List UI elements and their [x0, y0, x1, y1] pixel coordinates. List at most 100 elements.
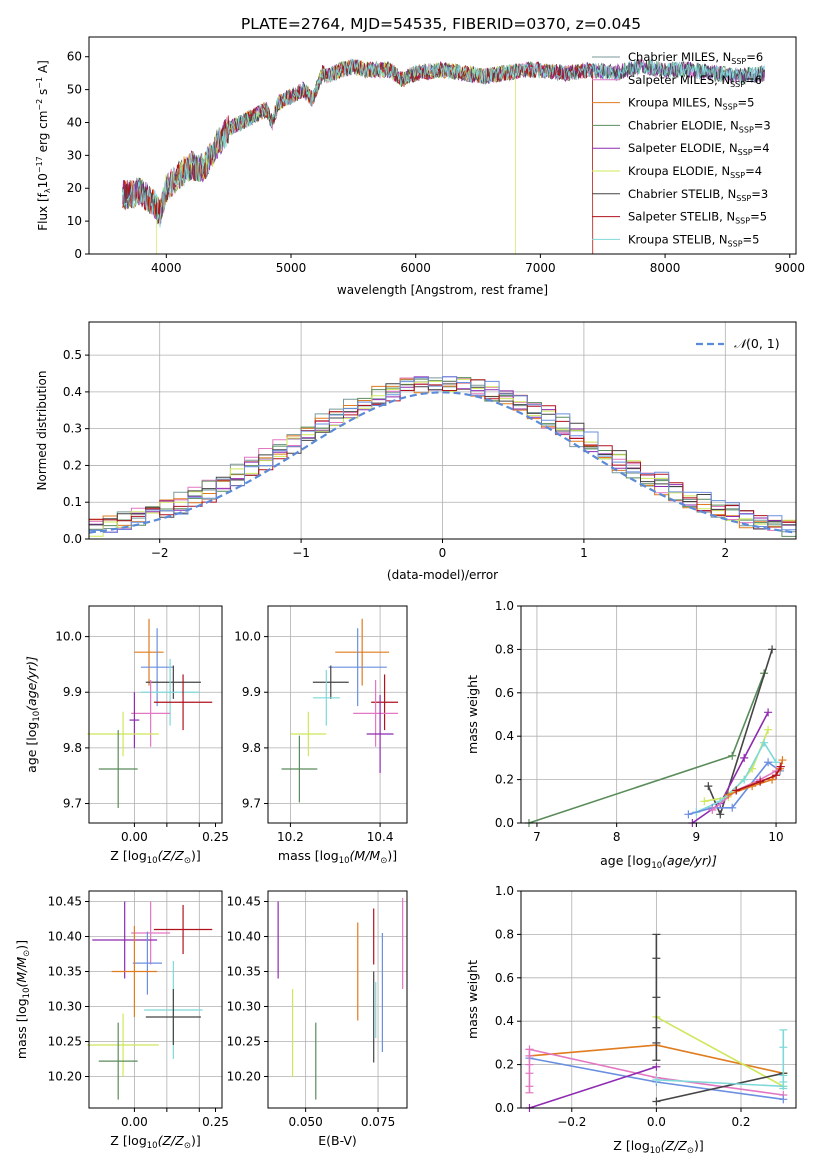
point-marker — [779, 1095, 788, 1104]
x-tick-label: 9 — [693, 830, 701, 844]
y-tick-label: 9.9 — [242, 685, 261, 699]
series-line — [691, 711, 769, 824]
x-axis-label: (data-model)/error — [387, 568, 498, 582]
y-tick-label: 0.4 — [495, 1014, 514, 1028]
point-marker — [724, 790, 733, 799]
x-axis-label: wavelength [Angstrom, rest frame] — [337, 283, 548, 297]
x-tick-label: 0.050 — [288, 1115, 322, 1129]
y-axis-label: mass weight — [465, 960, 480, 1039]
y-tick-label: 10.35 — [227, 965, 261, 979]
series-line — [735, 766, 782, 792]
series-line — [529, 1066, 657, 1109]
mass_vs_ebv-panel: 0.050 0.075 10.20 10.25 10.30 10.35 10.40 10.45… — [227, 890, 408, 1148]
y-axis-label: age [log10(age/yr)] — [24, 656, 42, 773]
y-axis-label: Flux [fλ10−17 erg cm−2 s−1 A] — [35, 60, 52, 231]
series-line — [656, 1079, 784, 1088]
point-marker — [764, 725, 773, 734]
x-tick-label: 2 — [721, 546, 729, 560]
legend-entry: 𝒩(0, 1) — [734, 336, 780, 351]
y-tick-label: 0.4 — [495, 729, 514, 743]
axes-frame — [88, 890, 223, 1109]
y-tick-label: 0.0 — [495, 1101, 514, 1115]
x-axis-label: mass [log10(M/M⊙)] — [278, 848, 397, 866]
y-tick-label: 0.3 — [63, 422, 82, 436]
point-marker — [740, 753, 749, 762]
point-marker — [764, 708, 773, 717]
x-axis-label: age [log10(age/yr)] — [600, 853, 717, 871]
x-tick-label: 4000 — [151, 261, 182, 275]
point-marker — [728, 751, 737, 760]
y-tick-label: 0.2 — [495, 773, 514, 787]
y-tick-label: 9.8 — [63, 741, 82, 755]
x-tick-label: 8 — [613, 830, 621, 844]
x-tick-label: 8000 — [650, 261, 681, 275]
plots-layer: 4000 5000 6000 7000 8000 90000102030405060wav… — [14, 36, 805, 1156]
axes-frame — [267, 890, 408, 1109]
y-axis-label: mass weight — [465, 675, 480, 754]
x-tick-label: 0.2 — [731, 1115, 750, 1129]
y-tick-label: 0.1 — [63, 495, 82, 509]
x-tick-label: 0.075 — [361, 1115, 395, 1129]
point-marker — [776, 762, 785, 771]
legend-entry: Chabrier MILES, NSSP=6 — [628, 50, 763, 66]
point-marker — [652, 1097, 661, 1106]
point-marker — [768, 645, 777, 654]
y-axis-label: Normed distribution — [35, 371, 49, 491]
axes-frame — [267, 605, 408, 824]
spectrum-line — [122, 58, 765, 228]
legend-entry: Salpeter MILES, NSSP=6 — [628, 73, 762, 89]
y-tick-label: 9.9 — [63, 685, 82, 699]
y-tick-label: 10.0 — [234, 630, 261, 644]
y-tick-label: 20 — [67, 181, 82, 195]
point-marker — [760, 738, 769, 747]
series-line — [656, 1072, 784, 1103]
y-tick-label: 9.7 — [242, 797, 261, 811]
y-tick-label: 1.0 — [495, 599, 514, 613]
point-marker — [700, 797, 709, 806]
y-tick-label: 40 — [67, 115, 82, 129]
axes-frame — [88, 605, 223, 824]
y-tick-label: 50 — [67, 83, 82, 97]
y-tick-label: 10.0 — [55, 630, 82, 644]
axes-frame — [520, 890, 797, 1109]
x-tick-label: 0.25 — [202, 1115, 229, 1129]
x-tick-label: 7000 — [525, 261, 556, 275]
point-marker — [764, 758, 773, 767]
age_vs_mass-panel: 10.2 10.4 9.7 9.8 9.9 10.0 mass [log10(M/M⊙)] — [234, 605, 408, 866]
point-marker — [772, 771, 781, 780]
spectrum-panel: 4000 5000 6000 7000 8000 9000 0 10 20 30 40 50 60 wav… — [35, 36, 805, 297]
y-tick-label: 0.8 — [495, 642, 514, 656]
legend-entry: Kroupa ELODIE, NSSP=4 — [628, 164, 762, 180]
y-tick-label: 0.2 — [495, 1058, 514, 1072]
x-tick-label: −0.2 — [557, 1115, 586, 1129]
series-line — [656, 1016, 784, 1088]
y-tick-label: 10.45 — [48, 895, 82, 909]
point-marker — [652, 1075, 661, 1084]
x-tick-label: 0.25 — [202, 830, 229, 844]
y-tick-label: 60 — [67, 50, 82, 64]
y-tick-label: 10 — [67, 214, 82, 228]
y-tick-label: 0.4 — [63, 385, 82, 399]
figure-title: PLATE=2764, MJD=54535, FIBERID=0370, z=0… — [241, 15, 641, 33]
point-marker — [704, 782, 713, 791]
x-axis-label: Z [log10(Z/Z⊙)] — [110, 1133, 200, 1151]
histogram-step — [89, 376, 796, 533]
legend-entry: Kroupa STELIB, NSSP=5 — [628, 232, 759, 248]
legend-entry: Salpeter STELIB, NSSP=5 — [628, 210, 767, 226]
x-axis-label: Z [log10(Z/Z⊙)] — [613, 1138, 703, 1156]
age_vs_Z-panel: 9.7 9.8 9.9 10.0 0.00 0.25Z [log10(Z/Z⊙)] age … — [24, 605, 229, 866]
legend-entry: Salpeter ELODIE, NSSP=4 — [628, 141, 770, 157]
x-tick-label: 9000 — [774, 261, 805, 275]
x-tick-label: −2 — [151, 546, 169, 560]
y-tick-label: 0 — [74, 247, 82, 261]
x-tick-label: 5000 — [276, 261, 307, 275]
point-marker — [716, 810, 725, 819]
y-tick-label: 9.7 — [63, 797, 82, 811]
y-tick-label: 10.35 — [48, 965, 82, 979]
y-tick-label: 0.6 — [495, 686, 514, 700]
x-tick-label: 10.4 — [367, 830, 394, 844]
y-tick-label: 1.0 — [495, 884, 514, 898]
x-tick-label: 10.2 — [277, 830, 304, 844]
x-tick-label: 7 — [533, 830, 541, 844]
